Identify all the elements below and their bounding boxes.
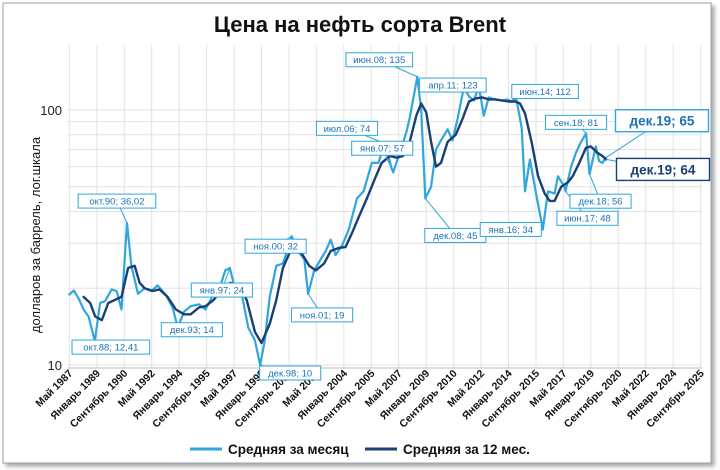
annotation-label: июн.17; 48	[564, 214, 611, 225]
annotation: сен.18; 81	[545, 114, 608, 134]
annotation: дек.93; 14	[160, 322, 223, 338]
annotation-label: июн.08; 135	[353, 55, 405, 66]
annotation-box	[569, 193, 632, 209]
annotation: дек.19; 64	[605, 157, 711, 182]
annotation: янв.16; 34	[479, 221, 543, 237]
annotation: дек.18; 56	[569, 174, 632, 209]
annotation: июн.14; 112	[511, 83, 579, 99]
annotation-label: июл.06; 74	[324, 124, 371, 135]
series-line-monthly	[68, 75, 608, 367]
annotation-box	[77, 193, 157, 209]
annotation-label: янв.07; 57	[360, 144, 405, 155]
annotation: ноя.00; 32	[244, 235, 307, 254]
annotation-box	[614, 109, 710, 133]
legend: Средняя за месяц Средняя за 12 мес.	[190, 442, 530, 457]
annotation: июн.08; 135	[345, 52, 418, 78]
legend-label-12m: Средняя за 12 мес.	[403, 442, 530, 457]
annotation: окт.88; 12,41	[71, 339, 151, 355]
y-axis-label: долларов за баррель, лог.шкала	[28, 136, 43, 333]
annotation-label: сен.18; 81	[554, 118, 598, 129]
annotation-label: окт.88; 12,41	[83, 343, 138, 354]
chart-border	[2, 2, 712, 464]
chart-title: Цена на нефть сорта Brent	[214, 12, 507, 37]
annotation-box	[511, 83, 579, 99]
annotation-box	[345, 52, 414, 68]
annotation-box	[615, 157, 711, 182]
annotation-label: ноя.00; 32	[253, 242, 298, 253]
annotation-box	[190, 282, 253, 298]
y-tick-label: 10	[48, 358, 62, 373]
annotation-label: дек.18; 56	[579, 197, 623, 208]
annotation-box	[351, 140, 414, 156]
annotation-label: дек.19; 65	[630, 114, 695, 129]
annotation-box	[244, 238, 307, 254]
y-tick-label: 100	[40, 103, 62, 118]
annotation-box	[419, 77, 487, 93]
y-tick-layer: 10 100	[40, 103, 62, 373]
annotation-box	[556, 210, 619, 226]
annotation-label: дек.08; 45	[433, 231, 477, 242]
annotation: янв.07; 57	[351, 140, 414, 173]
annotation-box	[71, 339, 151, 355]
annotation-box	[291, 307, 354, 323]
annotation-label: янв.97; 24	[200, 285, 245, 296]
series-line-12m	[82, 96, 608, 345]
annotation-layer: окт.88; 12,41 окт.90; 36,02 дек.93; 14 янв.…	[71, 52, 711, 381]
annotation-box	[479, 221, 542, 237]
series-layer	[68, 75, 608, 367]
annotation-label: дек.93; 14	[170, 325, 214, 336]
annotation-box	[545, 114, 608, 130]
annotation-label: окт.90; 36,02	[89, 197, 144, 208]
annotation-box	[315, 120, 379, 136]
annotation: ноя.01; 19	[291, 293, 354, 323]
annotation: дек.19; 65	[605, 109, 710, 159]
annotation-label: янв.16; 34	[489, 225, 534, 236]
annotation: окт.90; 36,02	[77, 193, 157, 224]
annotation: янв.97; 24	[190, 267, 253, 298]
annotation: дек.98; 10	[259, 364, 322, 381]
annotation-label: дек.19; 64	[631, 162, 696, 177]
annotation-label: апр.11; 123	[428, 80, 477, 91]
annotation: апр.11; 123	[419, 77, 487, 93]
annotation-label: июн.14; 112	[519, 87, 570, 98]
annotation-label: дек.98; 10	[268, 368, 312, 379]
annotation-label: ноя.01; 19	[300, 310, 345, 321]
annotation-box	[259, 365, 322, 381]
annotation-box	[160, 322, 223, 338]
legend-label-monthly: Средняя за месяц	[228, 442, 349, 457]
